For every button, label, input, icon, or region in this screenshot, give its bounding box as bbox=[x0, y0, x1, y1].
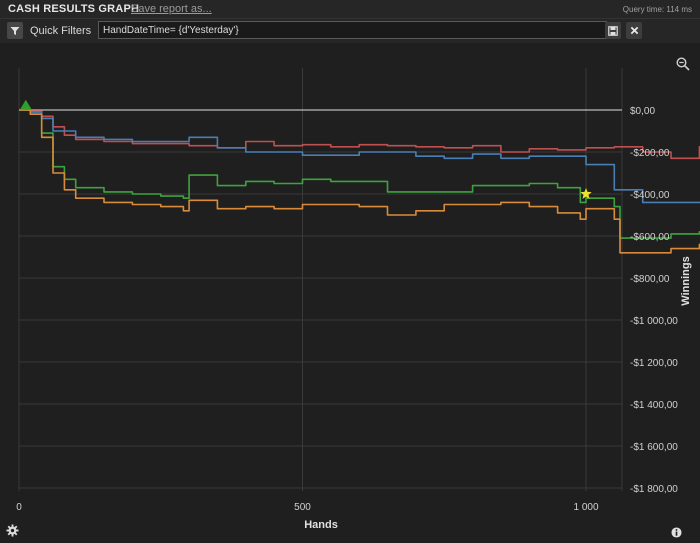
floppy-disk-icon bbox=[608, 25, 618, 36]
series-lines bbox=[19, 109, 700, 254]
page-title: CASH RESULTS GRAPH bbox=[8, 3, 140, 15]
series-line-3 bbox=[19, 109, 700, 239]
quick-filter-bar: Quick Filters bbox=[0, 19, 700, 43]
start-marker bbox=[19, 99, 32, 110]
settings-button[interactable] bbox=[6, 524, 19, 542]
zoom-out-button[interactable] bbox=[676, 57, 690, 76]
filter-funnel-icon bbox=[10, 26, 20, 35]
y-tick-label: $0,00 bbox=[630, 106, 655, 117]
clear-filter-button[interactable] bbox=[626, 22, 642, 39]
x-tick-label: 500 bbox=[294, 502, 311, 513]
markers bbox=[19, 99, 592, 199]
zoom-out-magnifier-icon bbox=[676, 57, 690, 71]
y-tick-label: -$800,00 bbox=[630, 274, 670, 285]
filter-expression-input[interactable] bbox=[98, 21, 607, 39]
title-bar: CASH RESULTS GRAPH Save report as... Que… bbox=[0, 0, 700, 19]
save-report-link[interactable]: Save report as... bbox=[131, 3, 212, 15]
y-tick-label: -$200,00 bbox=[630, 148, 670, 159]
save-filter-button[interactable] bbox=[605, 22, 621, 39]
x-axis-label: Hands bbox=[304, 519, 338, 531]
close-x-icon bbox=[630, 26, 638, 35]
y-tick-label: -$1 600,00 bbox=[630, 442, 678, 453]
filter-button[interactable] bbox=[7, 22, 23, 39]
y-axis-label: Winnings bbox=[680, 256, 692, 305]
star-marker bbox=[580, 188, 592, 199]
gear-icon bbox=[6, 524, 19, 537]
y-tick-label: -$1 200,00 bbox=[630, 358, 678, 369]
query-time-label: Query time: 114 ms bbox=[622, 5, 692, 14]
y-tick-label: -$1 800,00 bbox=[630, 484, 678, 495]
series-line-2 bbox=[19, 109, 700, 204]
x-tick-label: 0 bbox=[16, 502, 22, 513]
grid-lines bbox=[18, 68, 623, 491]
x-tick-label: 1 000 bbox=[573, 502, 598, 513]
y-tick-label: -$600,00 bbox=[630, 232, 670, 243]
series-line-1 bbox=[19, 109, 700, 160]
info-icon bbox=[671, 527, 682, 538]
y-tick-label: -$1 400,00 bbox=[630, 400, 678, 411]
y-tick-labels: $0,00 -$200,00 -$400,00 -$600,00 -$800,00 -$1… bbox=[630, 106, 678, 495]
y-tick-label: -$400,00 bbox=[630, 190, 670, 201]
info-button[interactable] bbox=[671, 525, 682, 543]
y-tick-label: -$1 000,00 bbox=[630, 316, 678, 327]
quick-filters-label: Quick Filters bbox=[30, 25, 92, 37]
series-line-4 bbox=[19, 109, 700, 254]
